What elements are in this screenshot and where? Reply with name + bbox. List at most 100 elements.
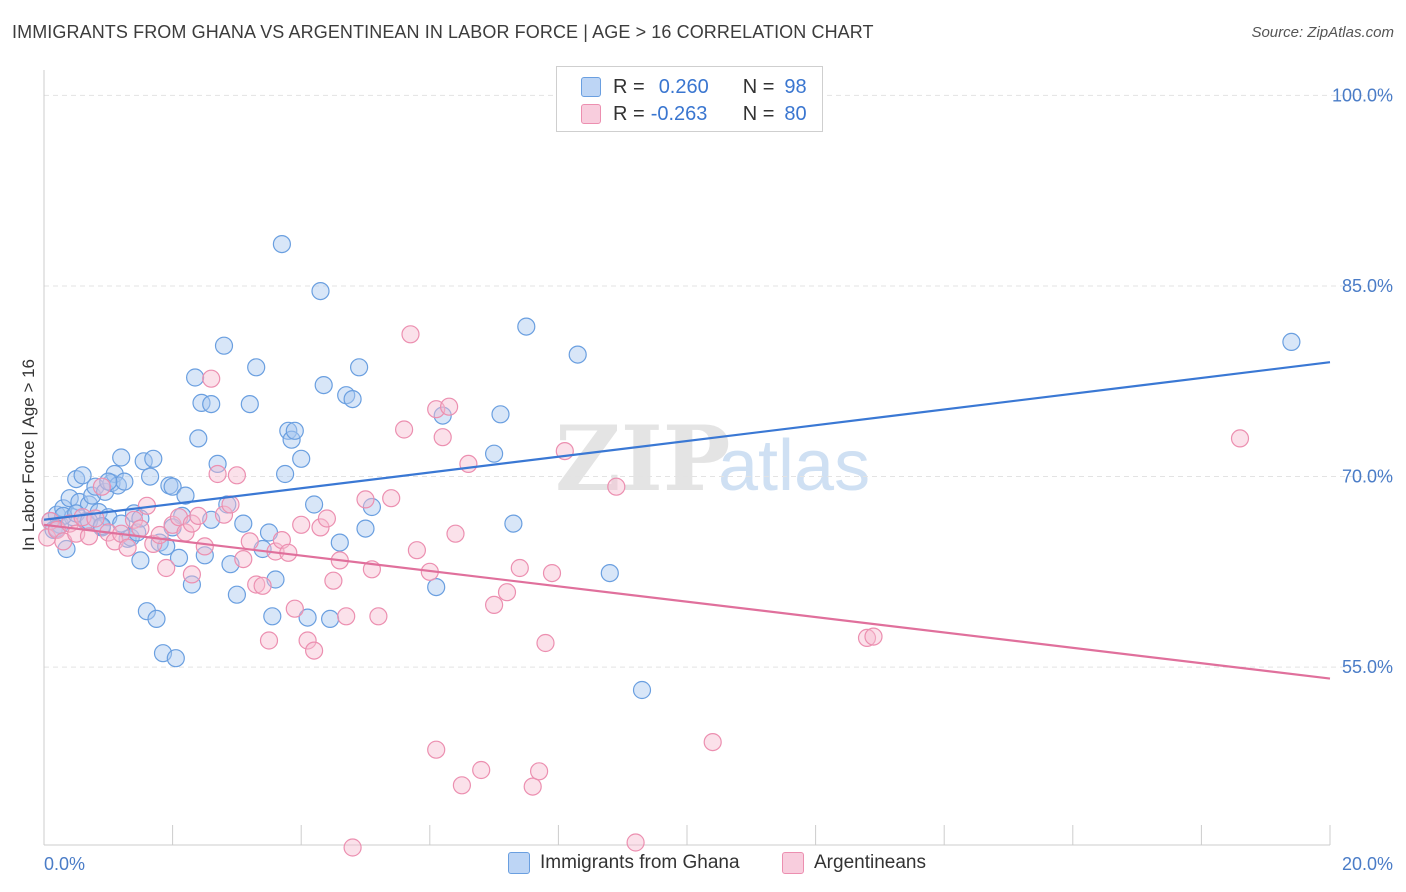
argentinean-point [529,762,549,781]
ghana-point [485,444,504,463]
ghana-trend-line [43,361,1331,521]
ghana-point [263,607,282,626]
y-tick-label: 85.0% [1342,276,1393,296]
y-tick-label: 55.0% [1342,657,1393,677]
argentinean-point [157,558,176,578]
ghana-point [166,649,185,668]
legend-r-label: R = [613,102,645,125]
ghana-point [298,608,317,627]
ghana-point [234,514,253,533]
argentinean-point [311,518,330,537]
argentinean-point [626,833,645,852]
ghana-point [131,551,150,570]
argentinean-point [1230,429,1250,448]
watermark: ZIP atlas [555,406,870,512]
argentinean-point [382,489,401,508]
argentinean-point [401,325,420,344]
legend-swatch-pink [581,104,601,124]
argentinean-point [337,607,356,626]
ghana-point [433,406,452,425]
ghana-point [208,454,227,473]
argentinean-point [208,464,227,484]
argentinean-point [523,777,542,796]
ghana-point [105,464,124,484]
ghana-point [632,680,652,700]
ghana-point [427,577,446,597]
legend-n-label: N = [742,75,775,98]
ghana-point [141,467,160,486]
watermark-atlas: atlas [718,426,870,506]
legend-n-value: 80 [784,102,807,125]
gridlines [44,94,1392,668]
ghana-point [311,282,330,301]
ghana-point [276,464,295,484]
ghana-point [112,448,131,467]
x-tick-label: 20.0% [1342,854,1393,874]
ghana-point [189,429,208,448]
ghana-point [182,575,201,594]
argentinean-point [343,838,362,857]
argentinean-point [240,532,259,551]
argentinean-point [285,599,304,618]
argentinean-point [703,732,722,752]
ghana-point [73,466,92,485]
ghana-point [115,472,134,491]
ghana-point [517,317,536,336]
argentinean-point [356,490,375,509]
argentinean-point [247,575,266,594]
argentinean-point [92,477,112,496]
ghana-point [240,395,259,414]
ghana-point [600,563,619,583]
argentinean-point [234,549,253,569]
ghana-point [1282,332,1301,351]
ghana-point [176,486,195,505]
x-tick-label: 0.0% [44,854,85,874]
ghana-point [568,345,587,364]
ghana-point [202,395,221,414]
axes [43,70,1331,846]
ghana-point [350,358,369,377]
legend-swatch-argentineans [782,852,804,874]
legend-swatch-ghana [508,852,530,874]
legend-r-value: -0.263 [650,102,708,125]
argentinean-point [440,397,459,416]
ghana-point [292,449,311,468]
ghana-point [163,477,182,496]
ghana-point [227,585,246,604]
argentinean-point [305,641,324,660]
ghana-point [356,519,375,538]
source-label: Source: ZipAtlas.com [1251,24,1394,41]
y-axis-label: In Labor Force | Age > 16 [19,359,38,551]
argentinean-point [195,537,214,556]
ghana-point [285,421,304,440]
legend-swatch-blue [581,77,601,97]
argentinean-point [253,576,272,595]
ghana-point [330,533,349,552]
legend-item-argentineans[interactable]: Argentineans [782,852,926,874]
ghana-point [137,602,156,621]
argentinean-point [542,563,562,583]
ghana-point [214,336,234,355]
ghana-point [272,235,291,254]
ghana-point [321,609,340,629]
series-legend: Immigrants from Ghana Argentineans [0,852,1406,878]
argentinean-point [227,466,246,485]
ghana-point [247,358,266,377]
argentinean-point [202,369,221,388]
argentinean-point [298,631,317,650]
argentinean-point [472,760,491,780]
argentinean-point [497,583,517,602]
ghana-point [192,393,211,412]
legend-label-argentineans: Argentineans [814,852,926,873]
argentinean-point [536,633,555,653]
legend-r-value: 0.260 [658,75,709,98]
argentinean-point [118,538,137,557]
argentinean-point [427,740,446,759]
legend-label-ghana: Immigrants from Ghana [540,852,740,873]
legend-item-ghana[interactable]: Immigrants from Ghana [508,852,740,874]
ghana-point [305,495,324,514]
tick-labels: 55.0% 70.0% 85.0% 100.0% 0.0% 20.0% [44,85,1393,874]
ghana-point [144,449,163,468]
y-tick-label: 70.0% [1342,467,1393,487]
argentinean-point [369,607,388,626]
